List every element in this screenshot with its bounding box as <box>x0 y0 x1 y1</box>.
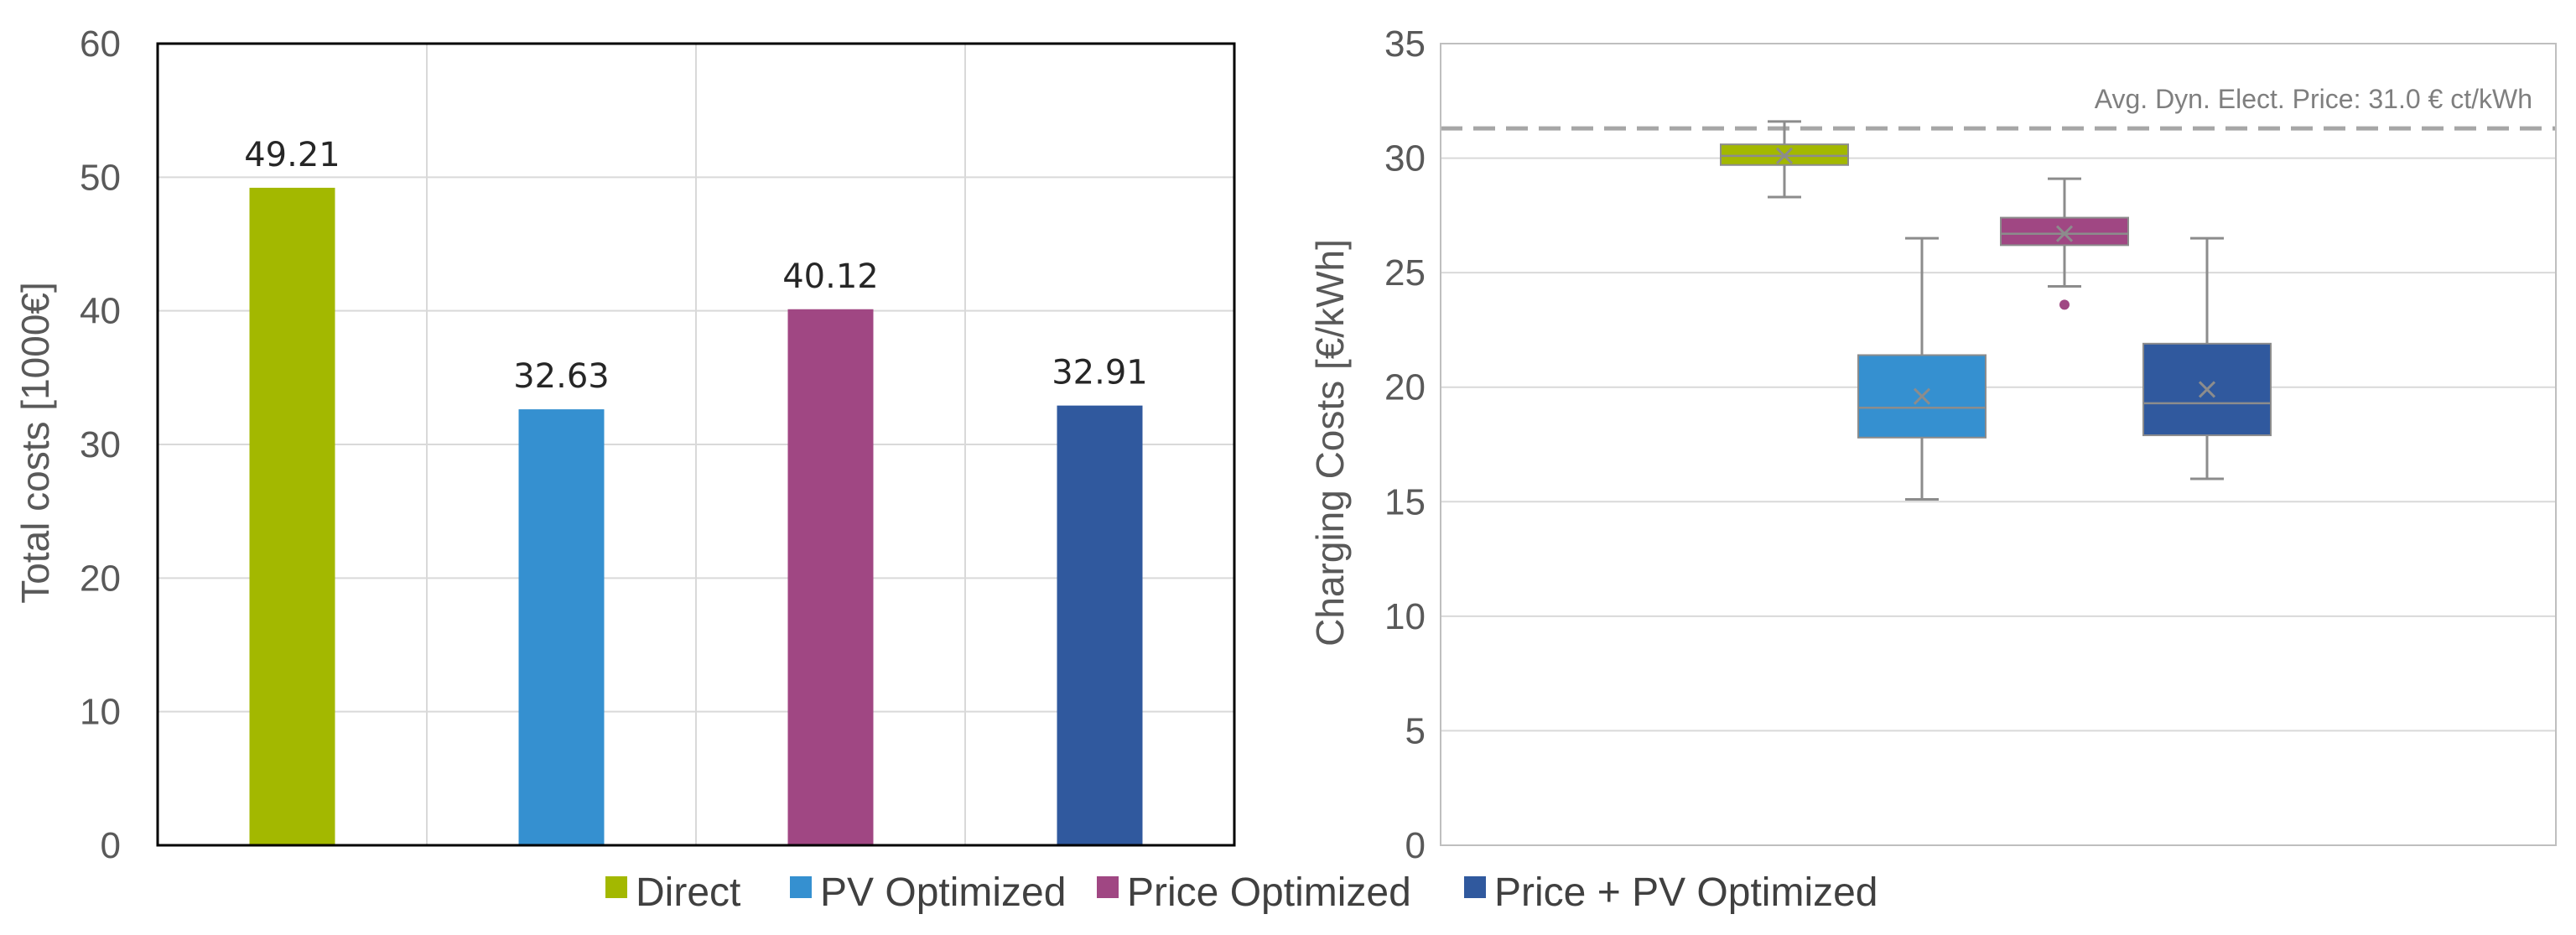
box-chart: 0 5 10 15 20 25 30 35 Avg. Dyn. Elect. Price: 3… <box>1308 23 2557 866</box>
bar-chart: 0 10 20 30 40 50 60 49.21 32.63 40.12 32.91 Total… <box>13 23 1236 866</box>
box-chart-boxes <box>1720 120 2272 501</box>
bar-y-tick-label: 0 <box>101 825 121 866</box>
bar-value-label: 32.91 <box>1052 354 1148 392</box>
box-y-tick-label: 30 <box>1384 138 1426 179</box>
box-y-tick-label: 35 <box>1384 23 1426 65</box>
bar-chart-y-axis-title: Total costs [1000€] <box>13 282 57 604</box>
legend-label: Price Optimized <box>1127 870 1411 915</box>
box-chart-y-ticks: 0 5 10 15 20 25 30 35 <box>1384 23 1426 866</box>
bar-4 <box>1057 405 1143 845</box>
box-chart-grid <box>1441 157 2556 732</box>
box-chart-plot-frame <box>1440 43 2557 846</box>
bar-3 <box>787 309 874 846</box>
box-1 <box>1720 120 1849 199</box>
box-mean-marker <box>1775 147 1794 164</box>
legend-swatch <box>605 876 627 898</box>
bar-y-tick-label: 50 <box>80 157 121 198</box>
bar-1 <box>249 187 335 846</box>
box-mean-marker <box>2055 225 2074 242</box>
box-mean-marker <box>2198 381 2216 398</box>
box-4 <box>2142 236 2272 480</box>
legend-item-2: PV Optimized <box>790 870 1066 915</box>
box-y-tick-label: 20 <box>1384 367 1426 408</box>
legend: Direct PV Optimized Price Optimized Price +… <box>605 870 1878 915</box>
bar-chart-plot-frame <box>156 42 1236 847</box>
legend-swatch <box>1464 876 1486 898</box>
box-y-tick-label: 5 <box>1405 710 1426 751</box>
box-y-tick-label: 10 <box>1384 596 1426 637</box>
bar-y-tick-label: 30 <box>80 424 121 465</box>
bar-y-tick-label: 60 <box>80 23 121 65</box>
bar-y-tick-label: 20 <box>80 558 121 599</box>
box-outlier <box>2059 299 2070 310</box>
box-2 <box>1857 236 1987 501</box>
box-iqr <box>2000 216 2129 247</box>
reference-line-label: Avg. Dyn. Elect. Price: 31.0 € ct/kWh <box>2095 84 2532 114</box>
legend-label: PV Optimized <box>820 870 1066 915</box>
legend-label: Price + PV Optimized <box>1494 870 1878 915</box>
box-y-tick-label: 15 <box>1384 481 1426 522</box>
bar-y-tick-label: 40 <box>80 291 121 332</box>
bar-chart-y-ticks: 0 10 20 30 40 50 60 <box>80 23 121 866</box>
legend-item-4: Price + PV Optimized <box>1464 870 1878 915</box>
bar-y-tick-label: 10 <box>80 692 121 733</box>
bar-value-label: 32.63 <box>513 357 610 396</box>
bar-value-label: 49.21 <box>244 136 340 174</box>
legend-swatch <box>790 876 812 898</box>
bar-chart-data-labels: 49.21 32.63 40.12 32.91 <box>244 136 1148 396</box>
box-chart-y-axis-title: Charging Costs [€/kWh] <box>1308 239 1352 647</box>
bar-value-label: 40.12 <box>782 257 879 296</box>
box-y-tick-label: 0 <box>1405 825 1426 866</box>
bar-2 <box>518 409 605 845</box>
legend-swatch <box>1097 876 1119 898</box>
legend-item-3: Price Optimized <box>1097 870 1411 915</box>
bar-chart-bars <box>249 187 1143 846</box>
box-y-tick-label: 25 <box>1384 252 1426 293</box>
box-mean-marker <box>1913 387 1931 405</box>
legend-item-1: Direct <box>605 870 740 915</box>
bar-chart-grid <box>158 44 1234 845</box>
legend-label: Direct <box>636 870 740 915</box>
box-3 <box>2000 177 2129 310</box>
